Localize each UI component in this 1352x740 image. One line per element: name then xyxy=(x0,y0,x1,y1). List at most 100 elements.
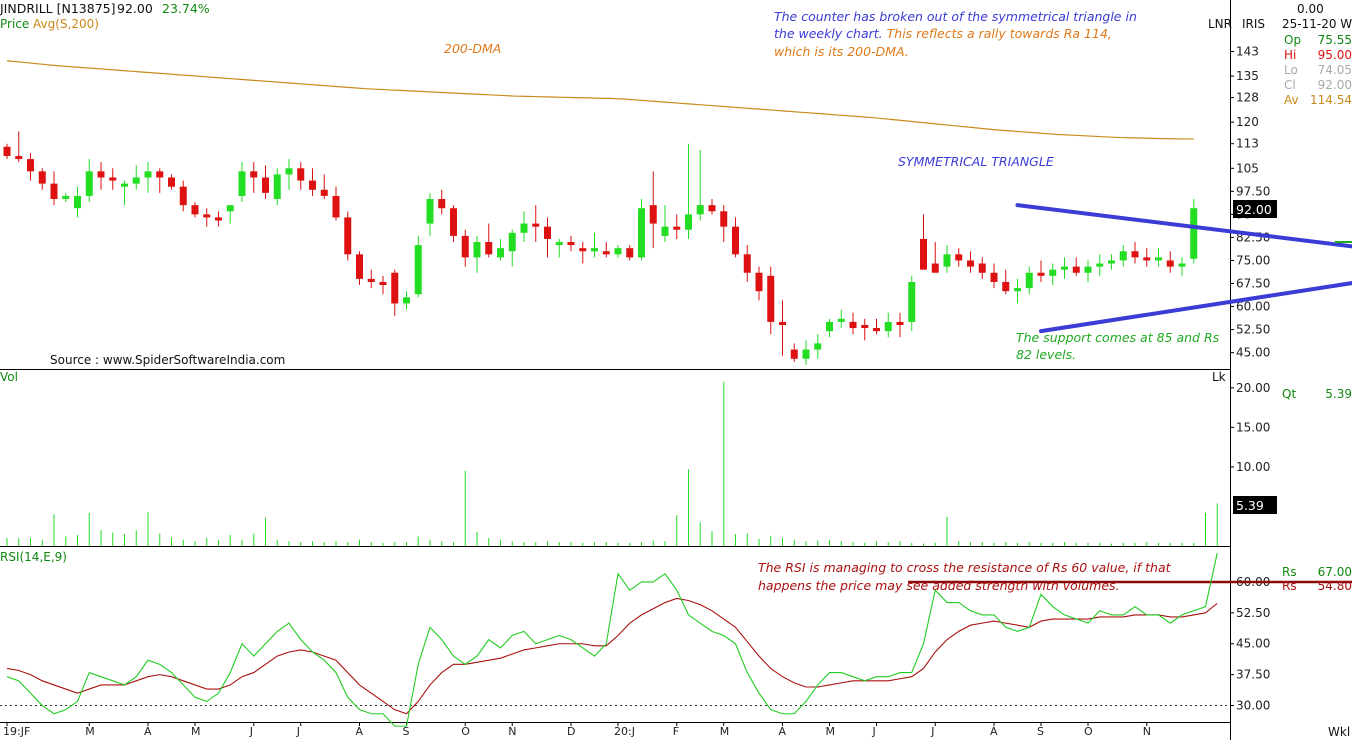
price-tick-label: 128 xyxy=(1236,91,1259,105)
lk-label: Lk xyxy=(1212,370,1226,384)
price-tick-label: 113 xyxy=(1236,137,1259,151)
volume-badge-box xyxy=(1233,496,1277,514)
rsi-tick-label: 45.00 xyxy=(1236,637,1270,651)
candle xyxy=(508,229,516,267)
candle xyxy=(1084,260,1092,282)
candle xyxy=(438,189,446,215)
month-label: O xyxy=(1084,725,1093,738)
candle xyxy=(109,168,117,190)
candle-body xyxy=(955,254,963,261)
candle xyxy=(920,214,927,270)
dma-layer xyxy=(6,60,1194,140)
candle xyxy=(403,291,410,310)
candle xyxy=(144,162,152,193)
hi-label: Hi xyxy=(1284,48,1296,62)
candle xyxy=(849,312,857,335)
candle xyxy=(27,152,34,181)
candle-body xyxy=(215,217,222,221)
candle xyxy=(861,318,869,341)
month-label: D xyxy=(567,725,575,738)
qt-value: 5.39 xyxy=(1325,387,1352,401)
candle-body xyxy=(814,343,822,350)
price-badge: 92.00 xyxy=(1236,202,1272,217)
candle xyxy=(179,180,187,212)
candle-body xyxy=(203,214,211,218)
candle xyxy=(473,235,481,273)
candle xyxy=(1166,251,1174,273)
month-label: J xyxy=(296,725,300,738)
candle xyxy=(544,217,551,258)
candle-body xyxy=(50,183,58,199)
candle xyxy=(638,199,645,261)
candle xyxy=(497,238,504,261)
rs2-value: 54.80 xyxy=(1318,579,1352,593)
month-label: M xyxy=(720,725,730,738)
month-label: N xyxy=(508,725,516,738)
cl-label: Cl xyxy=(1284,78,1296,92)
candle-body xyxy=(109,177,117,181)
candle-body xyxy=(332,195,340,218)
price-tick-label: 135 xyxy=(1236,69,1259,83)
candle xyxy=(320,174,328,199)
candle xyxy=(156,168,164,193)
month-label: J xyxy=(930,725,934,738)
month-label: J xyxy=(872,725,876,738)
candle xyxy=(1096,254,1104,276)
op-label: Op xyxy=(1284,33,1301,47)
triangle-lower-line xyxy=(1039,281,1352,334)
month-label: M xyxy=(85,725,95,738)
candle xyxy=(884,312,892,338)
candle xyxy=(121,180,128,206)
candle-body xyxy=(309,180,316,190)
candle-body xyxy=(1072,266,1080,273)
month-label: A xyxy=(779,725,787,738)
month-label: O xyxy=(461,725,470,738)
candle xyxy=(74,186,81,218)
candle-body xyxy=(1014,288,1021,292)
candle-body xyxy=(802,349,810,359)
month-label: M xyxy=(191,725,201,738)
iris-label: IRIS xyxy=(1242,17,1265,31)
candle-body xyxy=(121,183,128,187)
candle-body xyxy=(931,263,939,273)
support-note-line2: 82 levels. xyxy=(1016,347,1076,362)
candle xyxy=(3,143,11,160)
triangle-layer xyxy=(1015,203,1352,334)
candle-body xyxy=(990,272,998,282)
month-label: A xyxy=(144,725,152,738)
candle xyxy=(1049,263,1057,286)
rsi-tick-label: 52.50 xyxy=(1236,606,1270,620)
rsi-line xyxy=(6,553,1218,727)
candle xyxy=(1037,260,1045,282)
candle xyxy=(579,242,587,264)
avg-label: Avg(S,200) xyxy=(33,17,99,31)
candle xyxy=(1002,269,1010,295)
candle xyxy=(426,192,434,236)
month-label: 20:J xyxy=(614,725,635,738)
candle-body xyxy=(1108,260,1115,264)
candle xyxy=(215,211,222,227)
price-tick-label: 45.00 xyxy=(1236,346,1270,360)
candle-body xyxy=(967,260,974,267)
candle xyxy=(1178,257,1186,276)
candle-body xyxy=(438,199,446,209)
candle-body xyxy=(520,223,528,233)
candle-body xyxy=(497,248,504,258)
candle xyxy=(520,211,528,243)
candle xyxy=(1014,278,1021,304)
candle-body xyxy=(450,208,457,236)
candle xyxy=(931,242,939,273)
candle xyxy=(262,165,269,199)
candle xyxy=(285,159,293,190)
candle-body xyxy=(638,208,645,258)
candle-body xyxy=(1190,208,1198,259)
rsi-tick-label: 30.00 xyxy=(1236,699,1270,713)
candle-body xyxy=(238,171,246,196)
candle-body xyxy=(1155,257,1162,261)
breakout-note-orange: This reflects a rally towards Ra 114, xyxy=(883,26,1112,41)
candle-body xyxy=(873,328,880,332)
candle-body xyxy=(649,205,657,224)
candle-body xyxy=(485,242,493,255)
volume-badge: 5.39 xyxy=(1236,498,1264,513)
candle-body xyxy=(884,321,892,332)
